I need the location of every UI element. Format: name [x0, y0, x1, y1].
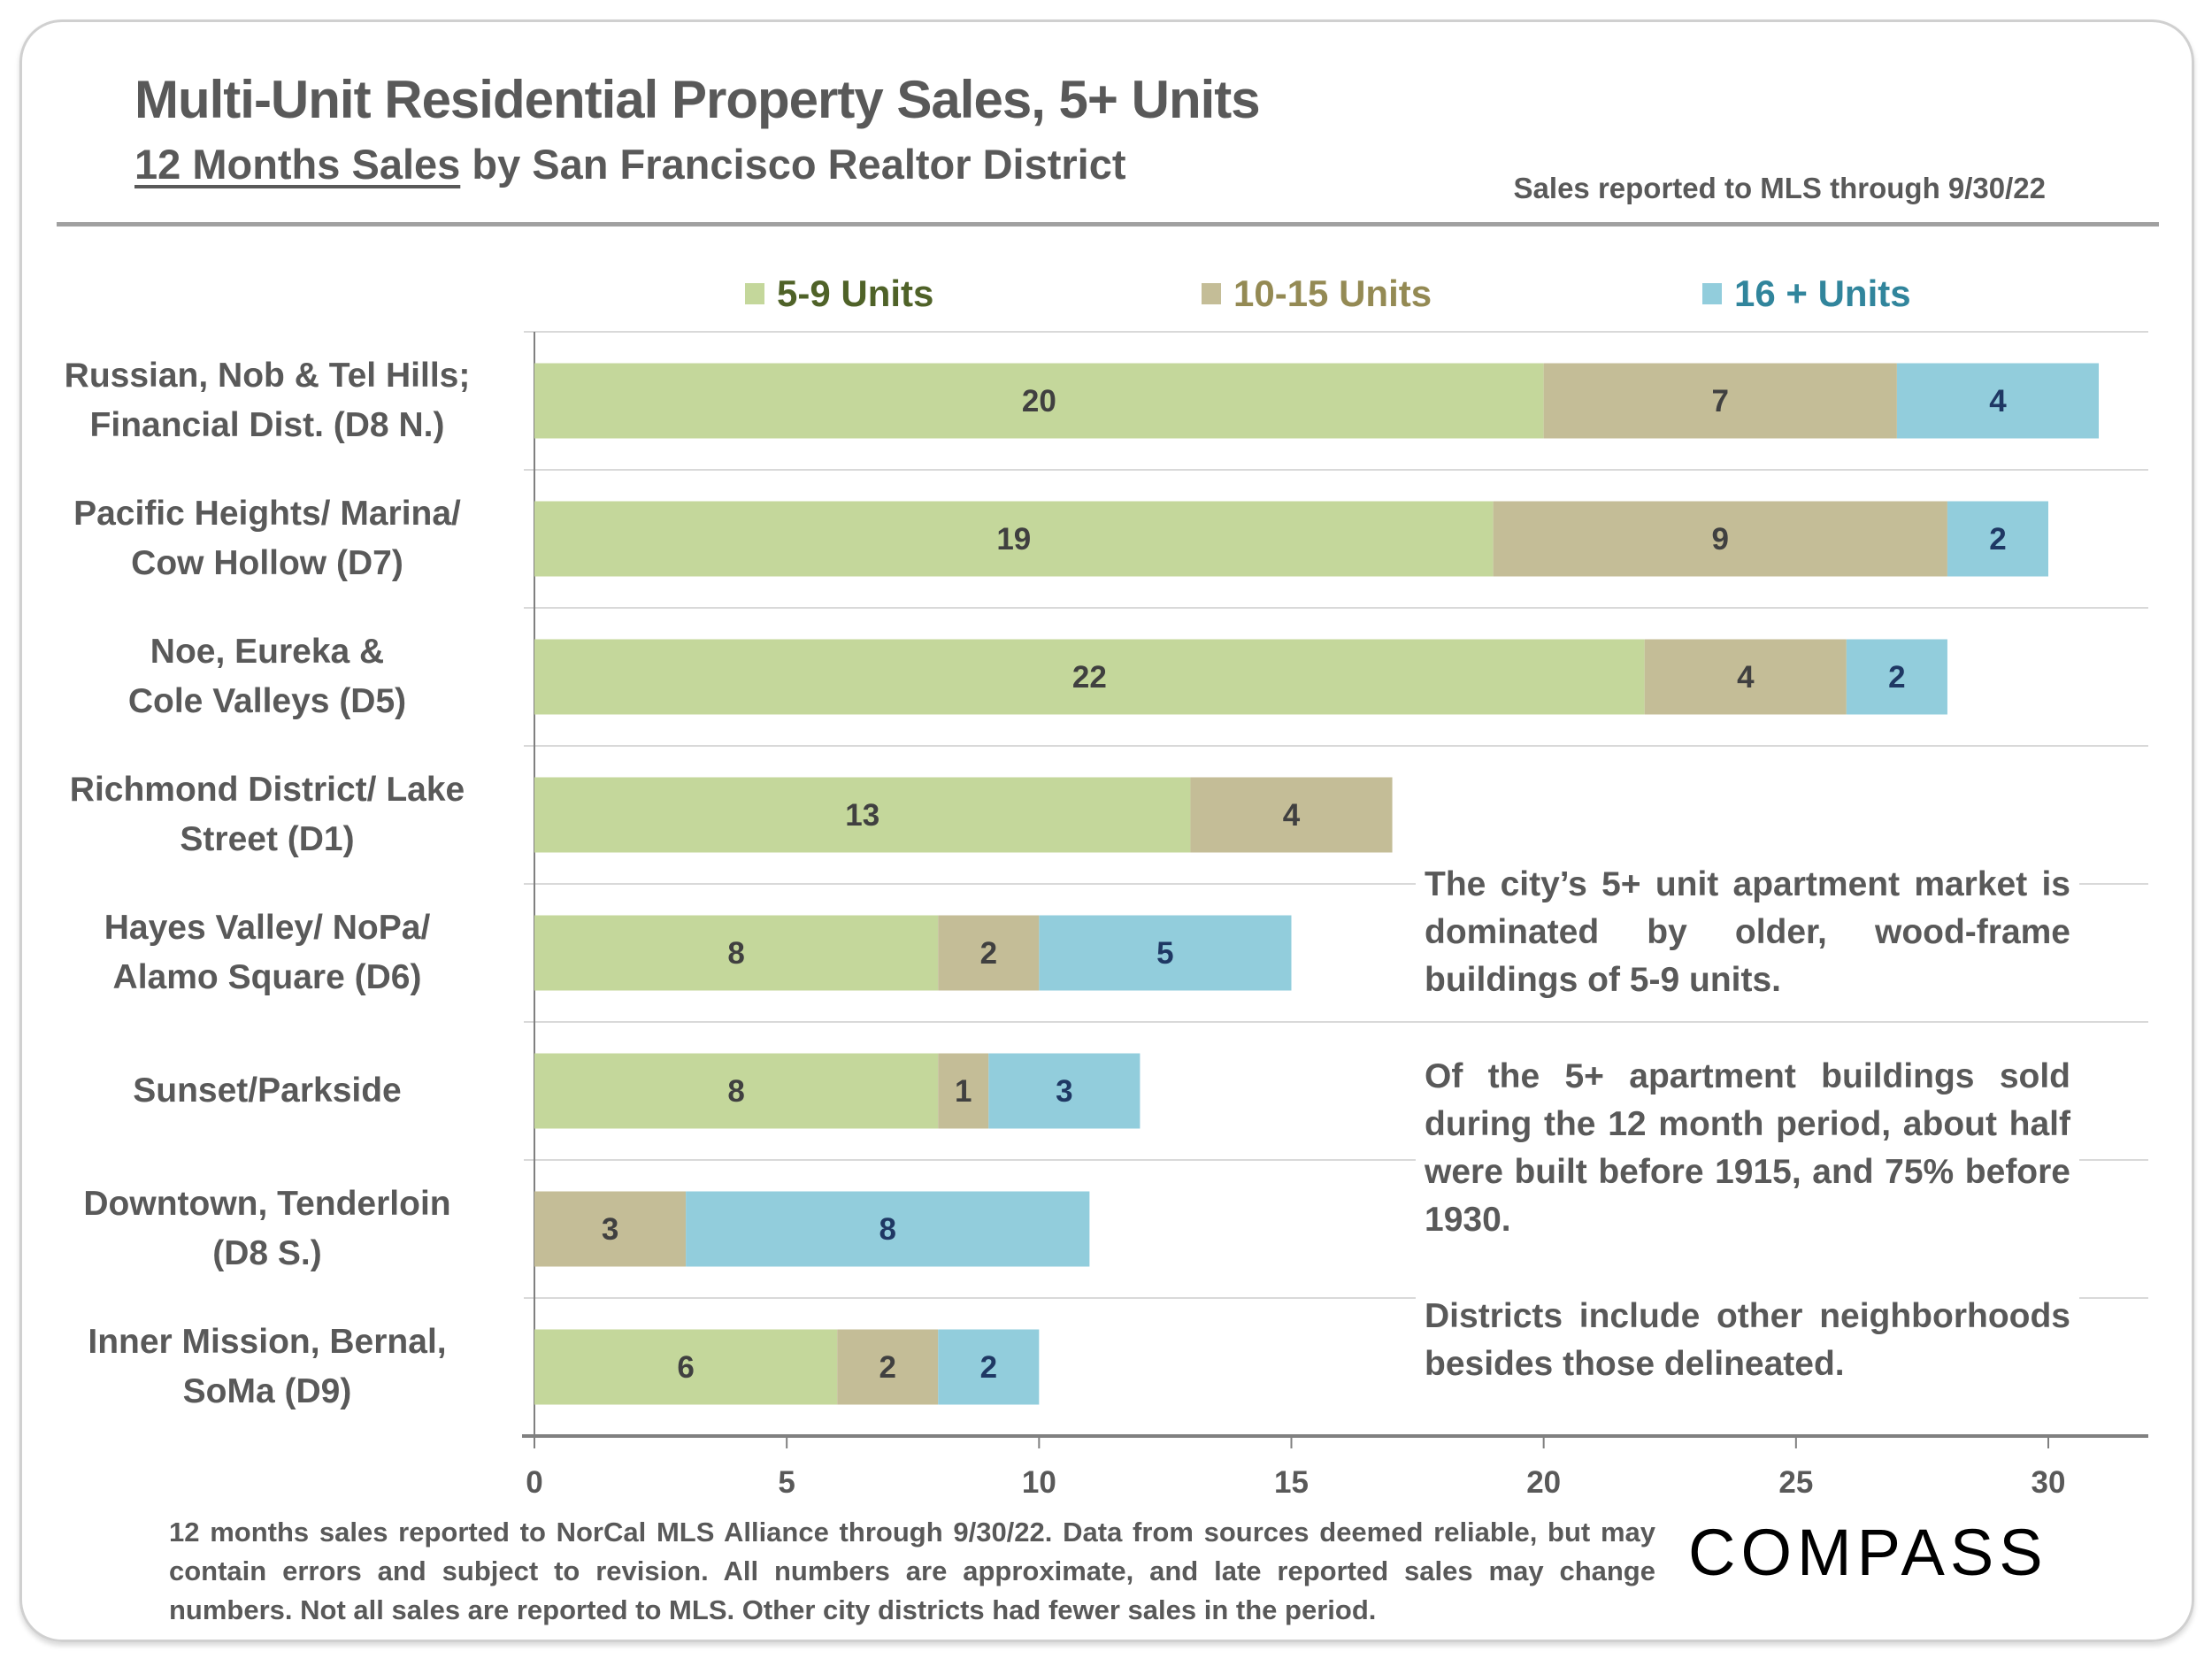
category-label: Pacific Heights/ Marina/Cow Hollow (D7): [37, 489, 497, 588]
legend-label: 16 + Units: [1734, 273, 1911, 314]
compass-logo: COMPASS: [1688, 1516, 2048, 1589]
category-label: Sunset/Parkside: [37, 1066, 497, 1116]
chart-title: Multi-Unit Residential Property Sales, 5…: [134, 70, 1261, 129]
bar-segment-2: [1039, 915, 1292, 991]
bar-segment-1: [1190, 777, 1393, 853]
data-note: Sales reported to MLS through 9/30/22: [1513, 172, 2046, 204]
bar-segment-1: [1543, 363, 1897, 439]
bar-segment-2: [1896, 363, 2100, 439]
data-label: 2: [1989, 522, 2006, 557]
category-label: Russian, Nob & Tel Hills; Financial Dist.…: [37, 351, 497, 450]
bar-segment-0: [534, 1329, 838, 1405]
data-label: 6: [677, 1350, 694, 1385]
bar-segment-1: [837, 1329, 939, 1405]
data-label: 2: [980, 1350, 997, 1385]
data-label: 20: [1022, 384, 1056, 419]
bar-segment-0: [534, 1053, 939, 1129]
legend-label: 5-9 Units: [777, 273, 934, 314]
category-label: Hayes Valley/ NoPa/Alamo Square (D6): [37, 903, 497, 1002]
data-label: 8: [727, 1074, 744, 1109]
data-label: 3: [1056, 1074, 1072, 1109]
bar-segment-0: [534, 639, 1645, 715]
data-label: 8: [879, 1212, 895, 1247]
data-label: 5: [1156, 936, 1173, 971]
chart-card: [19, 19, 2194, 1642]
annotation-2: Of the 5+ apartment buildings sold durin…: [1416, 1053, 2079, 1244]
subtitle-underlined: 12 Months Sales: [134, 141, 461, 188]
subtitle-rest: by San Francisco Realtor District: [460, 141, 1126, 188]
x-tick-label: 30: [2032, 1465, 2066, 1500]
bar-segment-2: [1947, 501, 2048, 577]
category-label: Downtown, Tenderloin (D8 S.): [37, 1179, 497, 1279]
data-label: 19: [996, 522, 1031, 557]
x-tick-label: 25: [1778, 1465, 1813, 1500]
category-label-line: Hayes Valley/ NoPa/: [104, 909, 431, 947]
category-label-line: Cow Hollow (D7): [131, 544, 403, 582]
x-tick-label: 5: [778, 1465, 795, 1500]
data-label: 8: [727, 936, 744, 971]
footnote: 12 months sales reported to NorCal MLS A…: [169, 1517, 1655, 1625]
bar-segment-1: [1493, 501, 1947, 577]
bar-segment-1: [938, 1053, 989, 1129]
data-label: 9: [1712, 522, 1729, 557]
legend-swatch: [1202, 283, 1221, 304]
data-label: 2: [980, 936, 997, 971]
data-label: 13: [845, 798, 879, 833]
category-label-line: Downtown, Tenderloin: [83, 1185, 451, 1223]
category-label-line: SoMa (D9): [182, 1372, 352, 1410]
data-label: 7: [1712, 384, 1729, 419]
chart-subtitle: 12 Months Sales by San Francisco Realtor…: [134, 140, 1126, 188]
header-divider: [57, 222, 2159, 227]
category-label-line: Russian, Nob & Tel Hills;: [64, 357, 471, 395]
legend-item: 16 + Units: [1702, 273, 1911, 315]
x-tick-label: 0: [526, 1465, 542, 1500]
category-label-line: Street (D1): [180, 820, 355, 858]
data-label: 22: [1072, 660, 1107, 695]
x-tick-label: 10: [1022, 1465, 1056, 1500]
legend-item: 5-9 Units: [745, 273, 933, 315]
bar-segment-2: [686, 1191, 1090, 1267]
bar-segment-2: [1846, 639, 1947, 715]
x-tick-label: 20: [1526, 1465, 1561, 1500]
category-label-line: Inner Mission, Bernal,: [88, 1323, 447, 1361]
category-label-line: Cole Valleys (D5): [127, 682, 407, 720]
bar-segment-1: [938, 915, 1040, 991]
category-label-line: Pacific Heights/ Marina/: [73, 495, 461, 533]
data-label: 2: [1888, 660, 1905, 695]
annotation-3: Districts include other neighborhoods be…: [1416, 1293, 2079, 1388]
legend-item: 10-15 Units: [1202, 273, 1432, 315]
category-label-line: Richmond District/ Lake: [69, 771, 465, 809]
bar-segment-1: [1644, 639, 1847, 715]
category-label: Inner Mission, Bernal, SoMa (D9): [37, 1317, 497, 1417]
category-label-line: Financial Dist. (D8 N.): [89, 406, 445, 444]
data-label: 2: [879, 1350, 895, 1385]
category-label: Richmond District/ Lake Street (D1): [37, 765, 497, 864]
legend-swatch: [1702, 283, 1722, 304]
category-label-line: Sunset/Parkside: [133, 1071, 402, 1110]
bar-segment-2: [938, 1329, 1040, 1405]
data-label: 1: [955, 1074, 972, 1109]
bar-segment-0: [534, 777, 1191, 853]
category-label-line: Alamo Square (D6): [112, 958, 422, 996]
bar-segment-1: [534, 1191, 687, 1267]
x-tick-label: 15: [1274, 1465, 1309, 1500]
data-label: 4: [1737, 660, 1755, 695]
legend-swatch: [745, 283, 764, 304]
bar-segment-0: [534, 915, 939, 991]
bar-segment-0: [534, 501, 1494, 577]
data-label: 4: [1989, 384, 2007, 419]
legend-label: 10-15 Units: [1233, 273, 1432, 314]
bar-segment-2: [988, 1053, 1141, 1129]
category-label-line: (D8 S.): [212, 1234, 322, 1272]
category-label-line: Noe, Eureka &: [150, 633, 385, 671]
category-label: Noe, Eureka & Cole Valleys (D5): [37, 627, 497, 726]
data-label: 4: [1283, 798, 1301, 833]
annotation-1: The city’s 5+ unit apartment market is d…: [1416, 861, 2079, 1004]
bar-segment-0: [534, 363, 1544, 439]
data-label: 3: [602, 1212, 618, 1247]
